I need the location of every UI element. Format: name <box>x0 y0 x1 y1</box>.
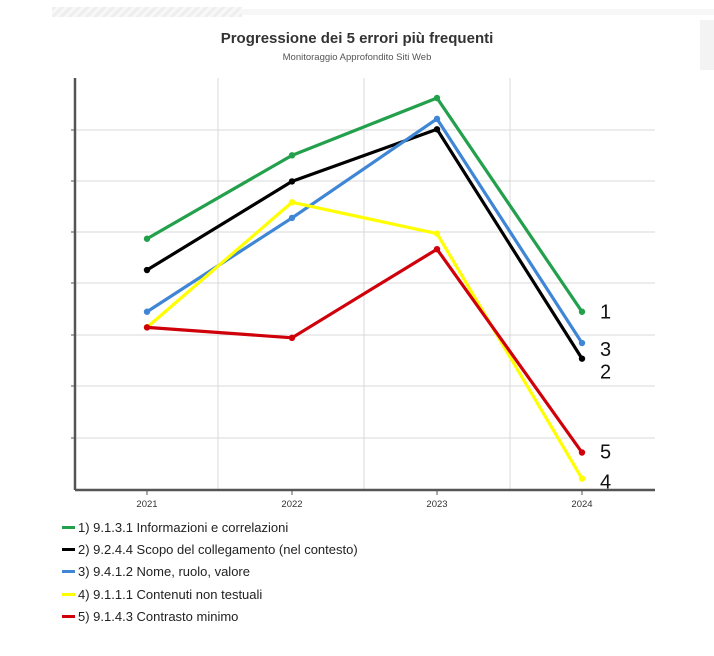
legend-item: 4) 9.1.1.1 Contenuti non testuali <box>62 583 358 605</box>
data-point-5-2023 <box>433 245 441 253</box>
x-tick-label-2024: 2024 <box>571 499 592 510</box>
legend-swatch <box>62 592 75 596</box>
data-point-1-2023 <box>433 94 441 102</box>
data-point-3-2024 <box>578 339 586 347</box>
series-end-label-3: 3 <box>600 339 611 361</box>
series-line-4 <box>145 200 584 480</box>
series-end-label-2: 2 <box>600 362 611 384</box>
legend-item: 2) 9.2.4.4 Scopo del collegamento (nel c… <box>62 538 358 560</box>
legend-label: 1) 9.1.3.1 Informazioni e correlazioni <box>78 519 289 535</box>
series-end-label-1: 1 <box>600 302 611 324</box>
series-end-label-5: 5 <box>600 442 611 464</box>
top-decoration <box>52 7 242 17</box>
series-line-2 <box>146 127 584 360</box>
corner-decoration <box>700 20 714 70</box>
chart-title: Progressione dei 5 errori più frequenti <box>220 30 494 47</box>
data-point-2-2022 <box>288 178 296 185</box>
series-line-1 <box>146 96 584 313</box>
data-point-1-2022 <box>288 152 296 159</box>
data-point-3-2021 <box>143 308 151 315</box>
chart-legend: 1) 9.1.3.1 Informazioni e correlazioni 2)… <box>62 516 358 627</box>
data-point-4-2024 <box>578 475 586 482</box>
x-tick-label-2021: 2021 <box>136 499 157 510</box>
data-point-1-2021 <box>143 235 151 242</box>
legend-label: 4) 9.1.1.1 Contenuti non testuali <box>78 586 263 602</box>
legend-item: 5) 9.1.4.3 Contrasto minimo <box>62 605 358 627</box>
data-point-4-2022 <box>288 199 296 206</box>
data-point-5-2021 <box>143 324 151 331</box>
legend-item: 1) 9.1.3.1 Informazioni e correlazioni <box>62 516 358 538</box>
legend-swatch <box>62 614 75 618</box>
legend-label: 2) 9.2.4.4 Scopo del collegamento (nel c… <box>78 541 358 557</box>
data-point-3-2022 <box>288 214 296 222</box>
legend-swatch <box>62 525 75 529</box>
data-point-2-2021 <box>143 266 151 274</box>
data-point-2-2024 <box>578 355 586 362</box>
legend-swatch <box>62 547 75 551</box>
data-point-5-2022 <box>288 334 296 342</box>
legend-item: 3) 9.4.1.2 Nome, ruolo, valore <box>62 561 358 583</box>
chart-subtitle: Monitoraggio Approfondito Siti Web <box>282 52 432 63</box>
x-tick-label-2023: 2023 <box>426 499 447 510</box>
series-end-label-4: 4 <box>600 472 611 494</box>
data-point-1-2024 <box>578 308 586 315</box>
data-point-5-2024 <box>578 449 586 456</box>
series-line-5 <box>146 247 584 454</box>
data-point-4-2023 <box>433 230 441 237</box>
legend-label: 3) 9.4.1.2 Nome, ruolo, valore <box>78 564 250 580</box>
data-point-3-2023 <box>433 115 441 123</box>
x-tick-label-2022: 2022 <box>281 499 302 510</box>
data-point-2-2023 <box>433 126 441 133</box>
legend-swatch <box>62 570 75 574</box>
legend-label: 5) 9.1.4.3 Contrasto minimo <box>78 608 239 624</box>
top-decoration-band <box>242 9 714 15</box>
